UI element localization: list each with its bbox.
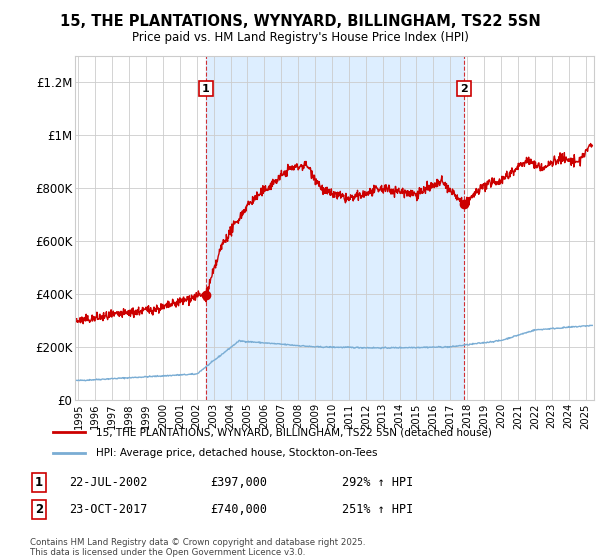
Text: £397,000: £397,000	[210, 476, 267, 489]
Text: 22-JUL-2002: 22-JUL-2002	[69, 476, 148, 489]
Text: 1: 1	[35, 476, 43, 489]
Text: HPI: Average price, detached house, Stockton-on-Tees: HPI: Average price, detached house, Stoc…	[95, 448, 377, 458]
Text: Price paid vs. HM Land Registry's House Price Index (HPI): Price paid vs. HM Land Registry's House …	[131, 31, 469, 44]
Text: 2: 2	[460, 83, 468, 94]
Text: 15, THE PLANTATIONS, WYNYARD, BILLINGHAM, TS22 5SN: 15, THE PLANTATIONS, WYNYARD, BILLINGHAM…	[59, 14, 541, 29]
Text: £740,000: £740,000	[210, 503, 267, 516]
Text: 15, THE PLANTATIONS, WYNYARD, BILLINGHAM, TS22 5SN (detached house): 15, THE PLANTATIONS, WYNYARD, BILLINGHAM…	[95, 427, 491, 437]
Text: 292% ↑ HPI: 292% ↑ HPI	[342, 476, 413, 489]
Text: Contains HM Land Registry data © Crown copyright and database right 2025.
This d: Contains HM Land Registry data © Crown c…	[30, 538, 365, 557]
Text: 1: 1	[202, 83, 210, 94]
Text: 23-OCT-2017: 23-OCT-2017	[69, 503, 148, 516]
Text: 251% ↑ HPI: 251% ↑ HPI	[342, 503, 413, 516]
Bar	[206, 56, 464, 400]
Text: 2: 2	[35, 503, 43, 516]
